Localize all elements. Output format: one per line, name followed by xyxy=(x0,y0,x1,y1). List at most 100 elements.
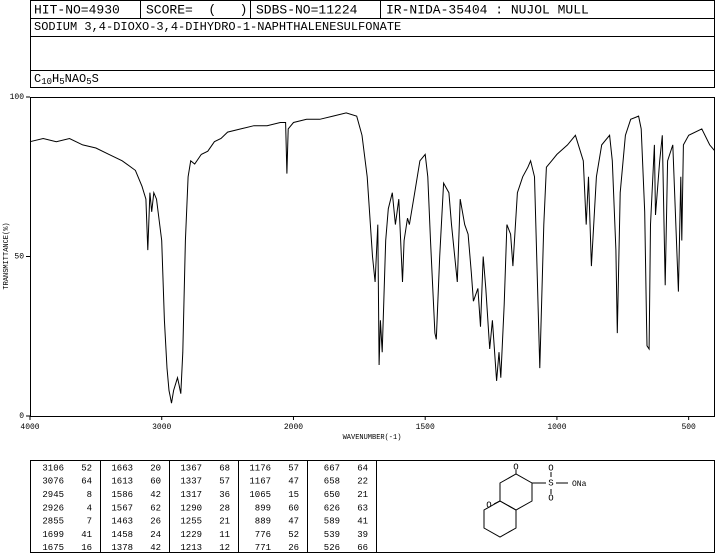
wavenumber: 2945 xyxy=(42,490,64,500)
atom-label: O xyxy=(548,493,553,503)
sdbs: SDBS-NO=11224 xyxy=(256,2,358,17)
wavenumber: 626 xyxy=(324,503,340,513)
formula: C10H5NAO5S xyxy=(34,72,99,87)
wavenumber: 658 xyxy=(324,477,340,487)
wavenumber: 650 xyxy=(324,490,340,500)
transmittance: 62 xyxy=(150,503,161,513)
wavenumber: 771 xyxy=(255,543,271,553)
header-frame xyxy=(30,0,715,88)
subscript: 5 xyxy=(86,77,91,87)
wavenumber: 1675 xyxy=(42,543,64,553)
wavenumber: 1586 xyxy=(111,490,133,500)
formula-part: C xyxy=(34,72,41,86)
compound-name: SODIUM 3,4-DIOXO-3,4-DIHYDRO-1-NAPHTHALE… xyxy=(34,20,401,34)
wavenumber: 2926 xyxy=(42,503,64,513)
transmittance: 26 xyxy=(288,543,299,553)
transmittance: 8 xyxy=(87,490,92,500)
transmittance: 21 xyxy=(357,490,368,500)
wavenumber: 1337 xyxy=(180,477,202,487)
table-frame xyxy=(30,460,715,553)
atom-label: O xyxy=(513,462,518,472)
transmittance: 47 xyxy=(288,477,299,487)
transmittance: 15 xyxy=(288,490,299,500)
transmittance: 64 xyxy=(357,463,368,473)
subscript: 5 xyxy=(59,77,64,87)
transmittance: 21 xyxy=(219,517,230,527)
x-tick-label: 1000 xyxy=(547,423,566,432)
wavenumber: 1317 xyxy=(180,490,202,500)
transmittance: 7 xyxy=(87,517,92,527)
transmittance: 16 xyxy=(81,543,92,553)
wavenumber: 3076 xyxy=(42,477,64,487)
atom-label: O xyxy=(486,500,491,510)
transmittance: 42 xyxy=(150,490,161,500)
ir: IR-NIDA-35404 : NUJOL MULL xyxy=(386,2,589,17)
atom-label: O xyxy=(548,463,553,473)
wavenumber: 1255 xyxy=(180,517,202,527)
transmittance: 66 xyxy=(357,543,368,553)
x-tick-label: 4000 xyxy=(20,423,39,432)
score: SCORE= ( ) xyxy=(146,2,247,17)
transmittance: 11 xyxy=(219,530,230,540)
transmittance: 28 xyxy=(219,503,230,513)
wavenumber: 1176 xyxy=(249,463,271,473)
transmittance: 24 xyxy=(150,530,161,540)
subscript: 10 xyxy=(41,77,52,87)
transmittance: 20 xyxy=(150,463,161,473)
x-tick-label: 2000 xyxy=(284,423,303,432)
bond xyxy=(493,500,501,505)
atom-label: ONa xyxy=(572,480,587,489)
wavenumber: 1463 xyxy=(111,517,133,527)
y-axis-label: TRANSMITTANCE(%) xyxy=(3,222,11,289)
transmittance: 22 xyxy=(357,477,368,487)
transmittance: 4 xyxy=(87,503,92,513)
wavenumber: 1663 xyxy=(111,463,133,473)
transmittance: 60 xyxy=(288,503,299,513)
wavenumber: 1613 xyxy=(111,477,133,487)
wavenumber: 1367 xyxy=(180,463,202,473)
x-tick-label: 500 xyxy=(681,423,696,432)
transmittance: 52 xyxy=(81,463,92,473)
spectrum-line xyxy=(29,112,715,404)
wavenumber: 3106 xyxy=(42,463,64,473)
transmittance: 60 xyxy=(150,477,161,487)
wavenumber: 899 xyxy=(255,503,271,513)
x-tick-label: 1500 xyxy=(416,423,435,432)
wavenumber: 1567 xyxy=(111,503,133,513)
wavenumber: 1290 xyxy=(180,503,202,513)
y-tick-label: 0 xyxy=(19,412,24,421)
wavenumber: 1378 xyxy=(111,543,133,553)
y-tick-label: 100 xyxy=(10,93,25,102)
wavenumber: 539 xyxy=(324,530,340,540)
wavenumber: 1699 xyxy=(42,530,64,540)
x-tick-label: 3000 xyxy=(152,423,171,432)
transmittance: 41 xyxy=(357,517,368,527)
transmittance: 57 xyxy=(288,463,299,473)
x-axis-label: WAVENUMBER(-1) xyxy=(343,434,402,442)
transmittance: 42 xyxy=(150,543,161,553)
ring xyxy=(499,473,533,511)
transmittance: 47 xyxy=(288,517,299,527)
y-tick-label: 50 xyxy=(14,253,24,262)
ring xyxy=(483,500,517,538)
transmittance: 36 xyxy=(219,490,230,500)
formula-part: S xyxy=(92,72,99,86)
wavenumber: 1458 xyxy=(111,530,133,540)
wavenumber: 889 xyxy=(255,517,271,527)
wavenumber: 776 xyxy=(255,530,271,540)
transmittance: 68 xyxy=(219,463,230,473)
wavenumber: 1167 xyxy=(249,477,271,487)
transmittance: 39 xyxy=(357,530,368,540)
formula-part: H xyxy=(52,72,59,86)
hit: HIT-NO=4930 xyxy=(34,2,120,17)
wavenumber: 526 xyxy=(324,543,340,553)
wavenumber: 589 xyxy=(324,517,340,527)
wavenumber: 2855 xyxy=(42,517,64,527)
atom-label: S xyxy=(548,478,553,488)
wavenumber: 667 xyxy=(324,463,340,473)
wavenumber: 1229 xyxy=(180,530,202,540)
transmittance: 12 xyxy=(219,543,230,553)
transmittance: 57 xyxy=(219,477,230,487)
transmittance: 64 xyxy=(81,477,92,487)
formula-part: NAO xyxy=(65,72,87,86)
